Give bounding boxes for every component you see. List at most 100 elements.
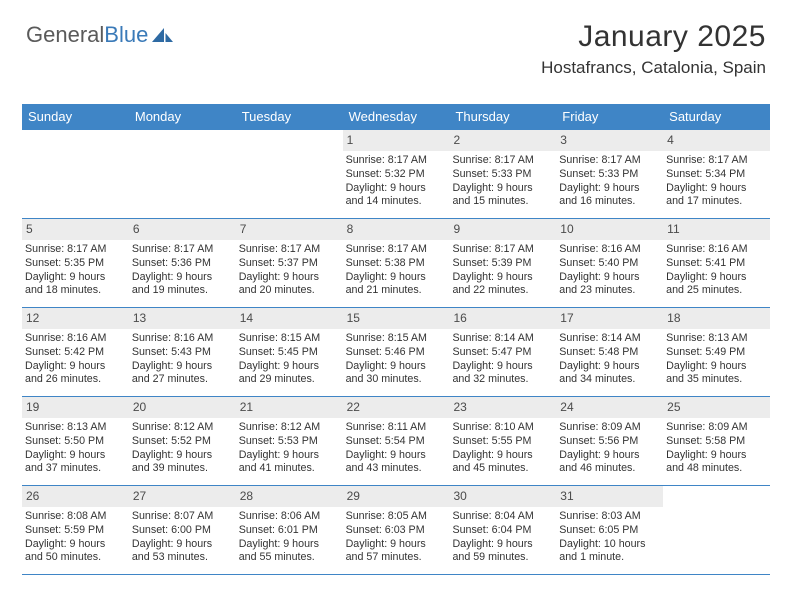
daylight-text: Daylight: 9 hours and 26 minutes. <box>25 360 126 387</box>
day-number: 29 <box>343 486 450 507</box>
calendar-empty-cell: 0 <box>22 130 129 218</box>
calendar-day-cell: 31Sunrise: 8:03 AMSunset: 6:05 PMDayligh… <box>556 486 663 574</box>
calendar-day-cell: 21Sunrise: 8:12 AMSunset: 5:53 PMDayligh… <box>236 397 343 485</box>
calendar-day-cell: 13Sunrise: 8:16 AMSunset: 5:43 PMDayligh… <box>129 308 236 396</box>
sunrise-text: Sunrise: 8:17 AM <box>346 243 447 257</box>
sunset-text: Sunset: 5:53 PM <box>239 435 340 449</box>
day-number: 22 <box>343 397 450 418</box>
day-number: 10 <box>556 219 663 240</box>
sunset-text: Sunset: 5:33 PM <box>559 168 660 182</box>
day-number: 20 <box>129 397 236 418</box>
calendar-empty-cell: 0 <box>236 130 343 218</box>
daylight-text: Daylight: 9 hours and 48 minutes. <box>666 449 767 476</box>
sunset-text: Sunset: 5:35 PM <box>25 257 126 271</box>
logo-sail-icon <box>150 26 174 49</box>
calendar-day-cell: 26Sunrise: 8:08 AMSunset: 5:59 PMDayligh… <box>22 486 129 574</box>
daylight-text: Daylight: 9 hours and 50 minutes. <box>25 538 126 565</box>
month-title: January 2025 <box>541 20 766 54</box>
calendar-day-cell: 19Sunrise: 8:13 AMSunset: 5:50 PMDayligh… <box>22 397 129 485</box>
calendar-day-cell: 11Sunrise: 8:16 AMSunset: 5:41 PMDayligh… <box>663 219 770 307</box>
calendar-day-cell: 14Sunrise: 8:15 AMSunset: 5:45 PMDayligh… <box>236 308 343 396</box>
daylight-text: Daylight: 9 hours and 22 minutes. <box>452 271 553 298</box>
daylight-text: Daylight: 9 hours and 43 minutes. <box>346 449 447 476</box>
day-number: 19 <box>22 397 129 418</box>
calendar-day-cell: 20Sunrise: 8:12 AMSunset: 5:52 PMDayligh… <box>129 397 236 485</box>
sunset-text: Sunset: 5:32 PM <box>346 168 447 182</box>
sunrise-text: Sunrise: 8:16 AM <box>666 243 767 257</box>
day-number: 4 <box>663 130 770 151</box>
sunrise-text: Sunrise: 8:09 AM <box>666 421 767 435</box>
sunrise-text: Sunrise: 8:15 AM <box>346 332 447 346</box>
day-number: 7 <box>236 219 343 240</box>
sunrise-text: Sunrise: 8:16 AM <box>132 332 233 346</box>
sunrise-text: Sunrise: 8:13 AM <box>666 332 767 346</box>
calendar-week-row: 19Sunrise: 8:13 AMSunset: 5:50 PMDayligh… <box>22 396 770 485</box>
sunrise-text: Sunrise: 8:12 AM <box>239 421 340 435</box>
calendar-day-cell: 16 Sunrise: 8:14 AMSunset: 5:47 PMDayligh… <box>449 308 556 396</box>
sunrise-text: Sunrise: 8:17 AM <box>666 154 767 168</box>
day-number: 28 <box>236 486 343 507</box>
daylight-text: Daylight: 9 hours and 45 minutes. <box>452 449 553 476</box>
sunrise-text: Sunrise: 8:11 AM <box>346 421 447 435</box>
sunset-text: Sunset: 5:38 PM <box>346 257 447 271</box>
weekday-header: Thursday <box>449 104 556 129</box>
calendar-day-cell: 24Sunrise: 8:09 AMSunset: 5:56 PMDayligh… <box>556 397 663 485</box>
sunset-text: Sunset: 5:36 PM <box>132 257 233 271</box>
calendar-day-cell: 4Sunrise: 8:17 AMSunset: 5:34 PMDaylight… <box>663 130 770 218</box>
sunset-text: Sunset: 5:33 PM <box>452 168 553 182</box>
sunrise-text: Sunrise: 8:17 AM <box>346 154 447 168</box>
daylight-text: Daylight: 9 hours and 25 minutes. <box>666 271 767 298</box>
daylight-text: Daylight: 9 hours and 18 minutes. <box>25 271 126 298</box>
day-number: 30 <box>449 486 556 507</box>
sunrise-text: Sunrise: 8:14 AM <box>452 332 553 346</box>
sunrise-text: Sunrise: 8:10 AM <box>452 421 553 435</box>
sunset-text: Sunset: 5:56 PM <box>559 435 660 449</box>
day-number: 25 <box>663 397 770 418</box>
logo-text-part1: General <box>26 22 104 47</box>
daylight-text: Daylight: 9 hours and 29 minutes. <box>239 360 340 387</box>
sunset-text: Sunset: 5:54 PM <box>346 435 447 449</box>
day-number: 31 <box>556 486 663 507</box>
daylight-text: Daylight: 9 hours and 59 minutes. <box>452 538 553 565</box>
sunset-text: Sunset: 5:40 PM <box>559 257 660 271</box>
calendar-day-cell: 23Sunrise: 8:10 AMSunset: 5:55 PMDayligh… <box>449 397 556 485</box>
header-block: January 2025 Hostafrancs, Catalonia, Spa… <box>541 20 766 78</box>
daylight-text: Daylight: 9 hours and 39 minutes. <box>132 449 233 476</box>
calendar-week-row: 5Sunrise: 8:17 AMSunset: 5:35 PMDaylight… <box>22 218 770 307</box>
calendar-day-cell: 29Sunrise: 8:05 AMSunset: 6:03 PMDayligh… <box>343 486 450 574</box>
sunset-text: Sunset: 6:04 PM <box>452 524 553 538</box>
sunset-text: Sunset: 5:48 PM <box>559 346 660 360</box>
daylight-text: Daylight: 9 hours and 37 minutes. <box>25 449 126 476</box>
daylight-text: Daylight: 9 hours and 35 minutes. <box>666 360 767 387</box>
calendar-day-cell: 9Sunrise: 8:17 AMSunset: 5:39 PMDaylight… <box>449 219 556 307</box>
sunset-text: Sunset: 6:01 PM <box>239 524 340 538</box>
sunrise-text: Sunrise: 8:09 AM <box>559 421 660 435</box>
daylight-text: Daylight: 9 hours and 20 minutes. <box>239 271 340 298</box>
calendar-day-cell: 28 Sunrise: 8:06 AMSunset: 6:01 PMDayligh… <box>236 486 343 574</box>
sunrise-text: Sunrise: 8:07 AM <box>132 510 233 524</box>
calendar-day-cell: 17Sunrise: 8:14 AMSunset: 5:48 PMDayligh… <box>556 308 663 396</box>
calendar-day-cell: 15Sunrise: 8:15 AMSunset: 5:46 PMDayligh… <box>343 308 450 396</box>
sunset-text: Sunset: 5:45 PM <box>239 346 340 360</box>
calendar-empty-cell: 0 <box>129 130 236 218</box>
daylight-text: Daylight: 9 hours and 14 minutes. <box>346 182 447 209</box>
sunrise-text: Sunrise: 8:06 AM <box>239 510 340 524</box>
sunset-text: Sunset: 5:52 PM <box>132 435 233 449</box>
day-number: 16 <box>449 308 556 329</box>
daylight-text: Daylight: 9 hours and 32 minutes. <box>452 360 553 387</box>
weekday-header: Friday <box>556 104 663 129</box>
daylight-text: Daylight: 9 hours and 27 minutes. <box>132 360 233 387</box>
day-number: 24 <box>556 397 663 418</box>
day-number: 6 <box>129 219 236 240</box>
daylight-text: Daylight: 9 hours and 55 minutes. <box>239 538 340 565</box>
day-number: 13 <box>129 308 236 329</box>
calendar-week-row: 12Sunrise: 8:16 AMSunset: 5:42 PMDayligh… <box>22 307 770 396</box>
day-number: 1 <box>343 130 450 151</box>
sunset-text: Sunset: 5:34 PM <box>666 168 767 182</box>
daylight-text: Daylight: 9 hours and 34 minutes. <box>559 360 660 387</box>
sunset-text: Sunset: 5:47 PM <box>452 346 553 360</box>
day-number: 12 <box>22 308 129 329</box>
sunrise-text: Sunrise: 8:17 AM <box>239 243 340 257</box>
daylight-text: Daylight: 10 hours and 1 minute. <box>559 538 660 565</box>
sunset-text: Sunset: 6:00 PM <box>132 524 233 538</box>
